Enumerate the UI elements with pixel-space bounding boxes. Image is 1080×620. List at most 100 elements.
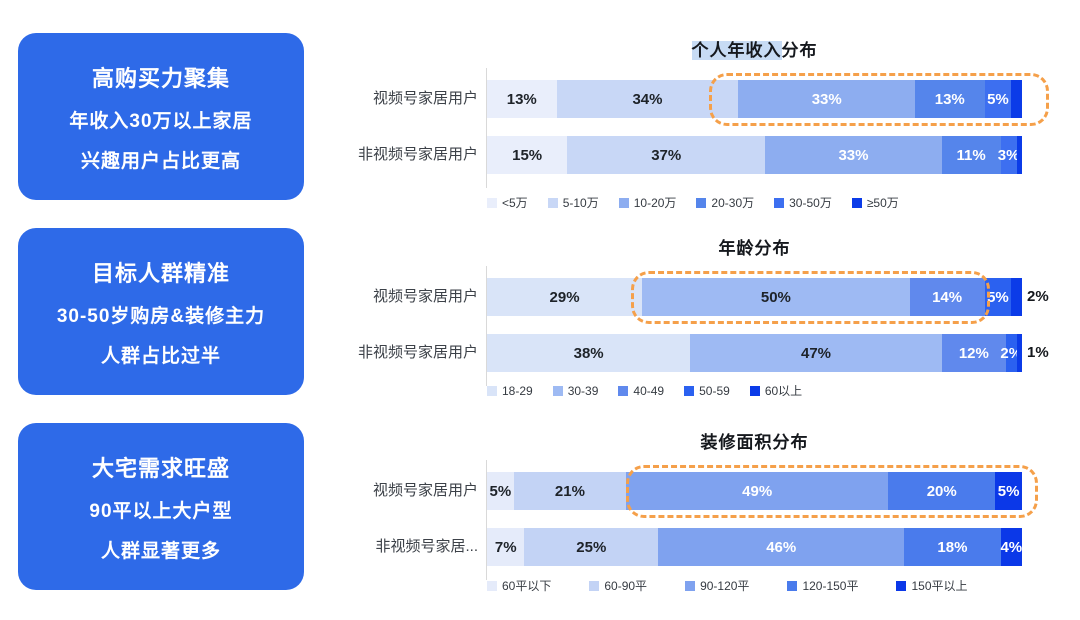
legend-label: 30-50万 [789,196,832,210]
legend-item[interactable]: 10-20万 [618,194,676,211]
insight-card-income: 高购买力聚集 年收入30万以上家居 兴趣用户占比更高 [18,33,304,200]
legend-swatch [552,385,563,396]
segment-label: 11% [956,146,986,164]
insight-card-title: 高购买力聚集 [91,65,230,91]
bar-segment[interactable]: 4% [1000,528,1022,566]
legend-item[interactable]: <5万 [487,194,528,211]
bar-segment[interactable]: 33% [738,80,915,118]
legend-item[interactable]: 5-10万 [547,194,599,211]
legend-item[interactable]: 60以上 [749,382,803,399]
legend-item[interactable]: 150平以上 [896,577,968,594]
bar-segment[interactable]: 37% [567,136,766,174]
legend-item[interactable]: 60-90平 [589,577,647,594]
legend-item[interactable]: 50-59 [684,384,730,398]
segment-label: 50% [760,288,791,306]
legend-swatch [774,197,785,208]
insight-card-line: 人群占比过半 [100,345,221,367]
bar-segment[interactable]: 20% [888,472,996,510]
bar-segment[interactable]: 47% [690,334,942,372]
legend-label: 5-10万 [562,196,599,210]
bar-row: 视频号家居用户 13% 34% 33% 13% 5% [340,80,1074,118]
row-label: 视频号家居用户 [372,482,478,499]
bar-segment[interactable] [1016,136,1022,174]
insight-card-area: 大宅需求旺盛 90平以上大户型 人群显著更多 [18,423,304,590]
legend-item[interactable]: 40-49 [618,384,664,398]
legend-swatch [851,197,862,208]
legend-label: 20-30万 [711,196,755,210]
bar-segment[interactable]: 25% [524,528,659,566]
stacked-bar: 29% 50% 14% 5% 2% [487,278,1049,316]
legend-label: 60-90平 [604,579,648,593]
stacked-bar: 13% 34% 33% 13% 5% [487,80,1022,118]
legend-item[interactable]: 18-29 [487,384,533,398]
bar-segment[interactable]: 5% [984,278,1012,316]
bar-segment[interactable]: 5% [995,472,1022,510]
bar-segment[interactable]: 49% [626,472,889,510]
bar-segment[interactable]: 3% [998,136,1019,174]
legend-item[interactable]: ≥50万 [851,194,899,211]
insight-card-title: 目标人群精准 [91,260,230,286]
legend-item[interactable]: 120-150平 [787,577,858,594]
legend-label: ≥50万 [866,196,899,210]
bar-segment[interactable]: 13% [914,80,985,118]
legend: 60平以下 60-90平 90-120平 120-150平 150平以上 [487,577,968,594]
legend-swatch [749,385,760,396]
segment-label: 38% [573,344,604,362]
bar-segment[interactable]: 12% [941,334,1006,372]
segment-label: 49% [742,482,773,500]
segment-label: 21% [554,482,585,500]
insight-card-line: 人群显著更多 [100,540,221,562]
bar-segment[interactable]: 7% [487,528,525,566]
legend-swatch [684,385,695,396]
legend-swatch [685,580,696,591]
legend-swatch [787,580,798,591]
bar-segment[interactable]: 14% [909,278,985,316]
bar-segment[interactable] [1016,334,1022,372]
legend-label: 60以上 [764,384,803,398]
bar-segment[interactable]: 46% [658,528,905,566]
bar-segment[interactable] [1011,278,1022,316]
bar-segment[interactable]: 2% [1000,334,1022,372]
segment-label: 33% [838,146,869,164]
legend-swatch [618,385,629,396]
bar-row: 非视频号家居用户 38% 47% 12% 2% 1% [340,334,1074,372]
insight-card-line: 90平以上大户型 [89,500,233,522]
legend-label: 50-59 [699,383,730,398]
insight-card-title: 大宅需求旺盛 [91,455,230,481]
bar-segment[interactable]: 13% [487,80,557,118]
axis-line [486,266,487,386]
chart-title: 年龄分布 [718,239,791,258]
segment-label: 29% [549,288,580,306]
row-label: 非视频号家居用户 [357,344,478,361]
bar-segment[interactable]: 29% [487,278,643,316]
bar-segment[interactable]: 33% [765,136,942,174]
bar-segment[interactable] [1011,80,1022,118]
insight-card-line: 年收入30万以上家居 [69,110,253,132]
bar-segment[interactable]: 5% [487,472,514,510]
legend-label: 60平以下 [502,579,552,593]
bar-segment[interactable]: 50% [642,278,910,316]
insight-card-line: 30-50岁购房&装修主力 [56,305,266,327]
legend-item[interactable]: 30-50万 [774,194,832,211]
bar-segment[interactable]: 34% [556,80,739,118]
bar-segment[interactable]: 11% [941,136,1001,174]
legend-item[interactable]: 60平以下 [487,577,551,594]
bar-segment[interactable]: 18% [904,528,1001,566]
legend-label: <5万 [502,196,528,210]
stacked-bar: 15% 37% 33% 11% 3% [487,136,1022,174]
bar-segment[interactable]: 5% [984,80,1012,118]
bar-segment[interactable]: 21% [513,472,627,510]
segment-label: 47% [801,344,832,362]
segment-label: 13% [934,90,965,108]
legend-item[interactable]: 20-30万 [696,194,754,211]
legend-swatch [487,197,497,208]
legend-item[interactable]: 30-39 [552,384,598,398]
bar-segment[interactable]: 15% [487,136,568,174]
bar-row: 非视频号家居用户 15% 37% 33% 11% 3% [340,136,1074,174]
bar-segment[interactable]: 38% [487,334,691,372]
legend-item[interactable]: 90-120平 [685,577,749,594]
segment-label: 13% [506,90,537,108]
legend-swatch [696,197,707,208]
segment-label: 15% [512,146,543,164]
insight-card-age: 目标人群精准 30-50岁购房&装修主力 人群占比过半 [18,228,304,395]
